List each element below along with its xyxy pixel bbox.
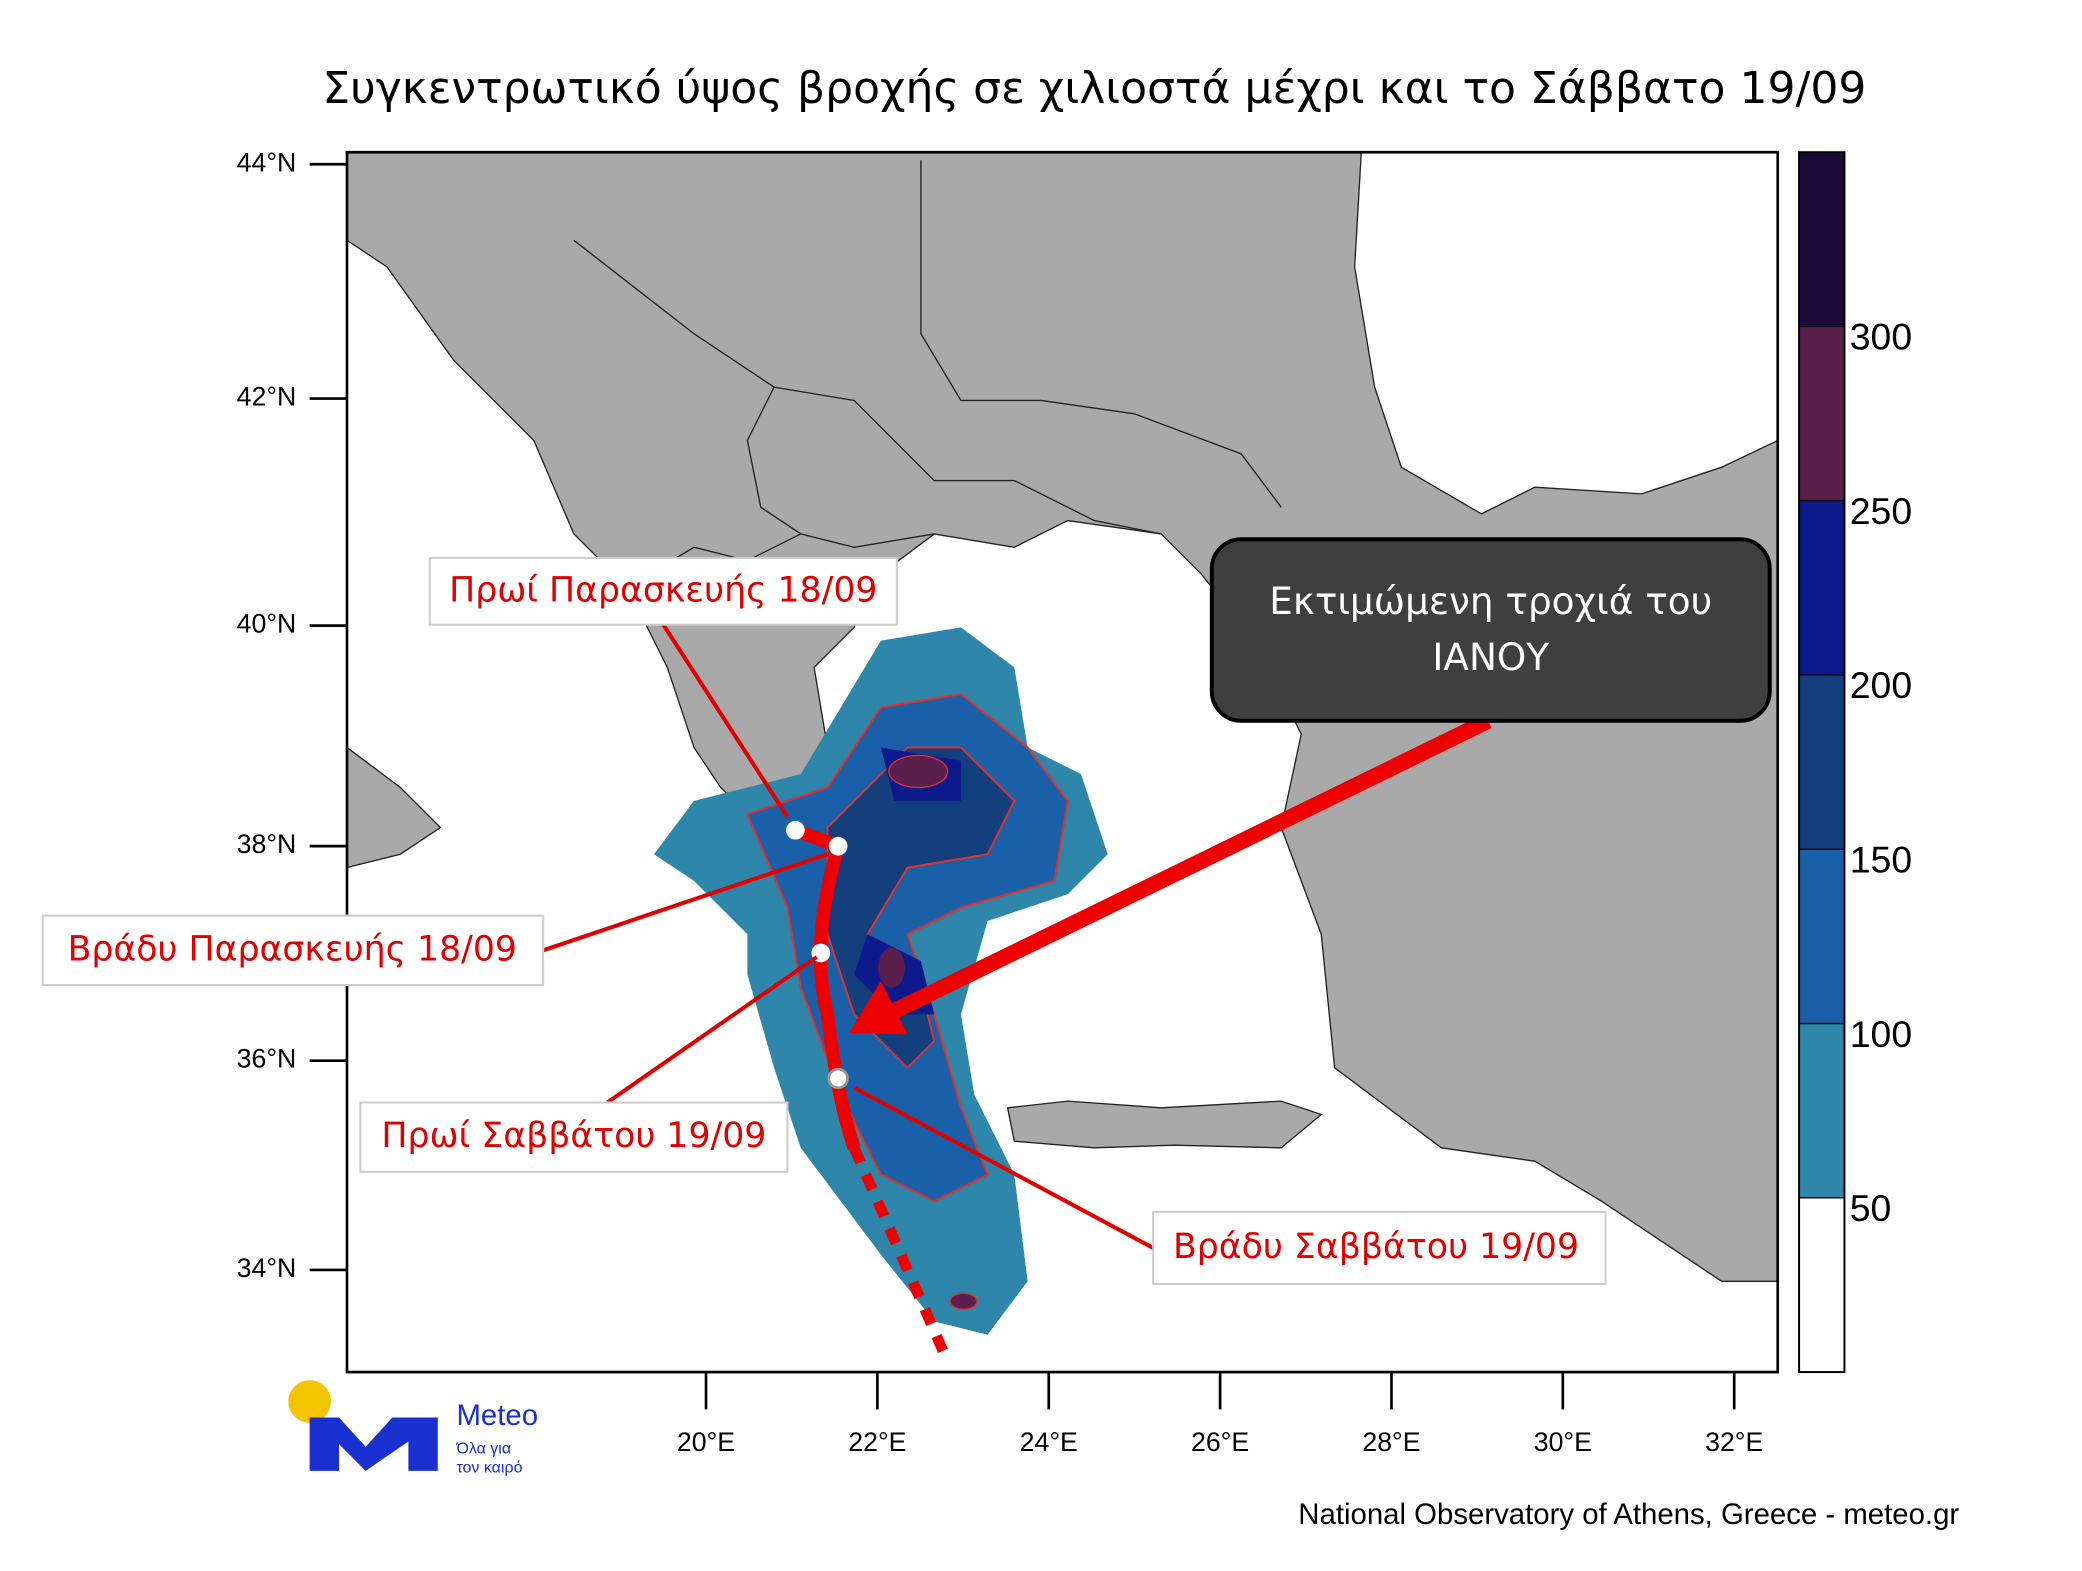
pointer xyxy=(853,1086,1155,1250)
annotation: Πρωί Παρασκευής 18/09 xyxy=(449,570,877,610)
colorbar-label: 300 xyxy=(1850,316,1912,358)
rain-area xyxy=(878,947,905,988)
pointer xyxy=(606,955,818,1105)
colorbar-label: 100 xyxy=(1850,1013,1912,1055)
logo: Meteo Όλα για τον καιρό xyxy=(288,1380,538,1476)
title: Συγκεντρωτικό ύψος βροχής σε χιλιοστά μέ… xyxy=(322,63,1866,114)
lon-tick-label: 30°E xyxy=(1534,1427,1592,1457)
annotation-box xyxy=(41,914,545,987)
lat-tick-label: 42°N xyxy=(237,382,297,412)
colorbar-segment xyxy=(1799,326,1845,501)
annotation: Βράδυ Σαββάτου 19/09 xyxy=(1173,1227,1579,1267)
pointer xyxy=(661,623,790,818)
colorbar-frame xyxy=(1798,151,1846,1374)
annotation: Βράδυ Παρασκευής 18/09 xyxy=(68,929,517,969)
annotations: Πρωί Παρασκευής 18/09 Βράδυ Παρασκευής 1… xyxy=(41,537,1772,1285)
colorbar-segment xyxy=(1799,1023,1845,1198)
colorbar-segment xyxy=(1799,152,1845,327)
lon-tick-label: 24°E xyxy=(1020,1427,1078,1457)
lon-tick-label: 32°E xyxy=(1705,1427,1763,1457)
colorbar-segment xyxy=(1799,1197,1845,1373)
track-arrowhead xyxy=(848,981,908,1035)
colorbar-label: 50 xyxy=(1850,1187,1892,1229)
track-point xyxy=(827,1067,849,1090)
lon-tick-label: 26°E xyxy=(1191,1427,1249,1457)
logo-name: Meteo xyxy=(456,1399,538,1432)
logo-slogan: τον καιρό xyxy=(456,1459,522,1476)
colorbar-label: 150 xyxy=(1850,838,1912,880)
track-forecast xyxy=(849,1145,953,1364)
annotation-box xyxy=(1152,1210,1607,1285)
colorbar-segment xyxy=(1799,675,1845,850)
rain-area xyxy=(888,754,949,789)
logo-sun xyxy=(288,1380,331,1423)
colorbar-segment xyxy=(1799,500,1845,676)
track-box-text: ΙΑΝΟΥ xyxy=(1432,635,1549,679)
border xyxy=(920,160,1282,508)
logo-mark xyxy=(309,1417,438,1471)
map-frame xyxy=(345,150,1780,1374)
map xyxy=(345,150,1780,1374)
track-box xyxy=(1209,537,1772,723)
lat-tick-label: 36°N xyxy=(237,1044,297,1074)
annotation: Πρωί Σαββάτου 19/09 xyxy=(381,1116,766,1156)
lat-tick-label: 40°N xyxy=(237,609,297,639)
lon-tick-label: 20°E xyxy=(677,1427,735,1457)
land xyxy=(346,151,1779,1282)
track-line xyxy=(793,823,861,1150)
lat-tick-label: 34°N xyxy=(237,1253,297,1283)
rain-area xyxy=(949,1292,978,1311)
lat-tick-label: 38°N xyxy=(237,829,297,859)
land xyxy=(1006,1100,1323,1149)
track-arrow xyxy=(884,713,1492,1022)
lon-tick-label: 28°E xyxy=(1362,1427,1420,1457)
border xyxy=(746,386,935,548)
credit: National Observatory of Athens, Greece -… xyxy=(1298,1498,1959,1531)
logo-slogan: Όλα για xyxy=(455,1441,511,1458)
annotation-box xyxy=(359,1101,789,1173)
track-point xyxy=(828,836,848,856)
lat-tick-label: 44°N xyxy=(237,147,297,177)
track-box-text: Εκτιμώμενη τροχιά του xyxy=(1269,579,1712,623)
pointer xyxy=(542,852,829,953)
track-point xyxy=(786,820,805,840)
colorbar-label: 250 xyxy=(1850,490,1912,532)
colorbar-label: 200 xyxy=(1850,664,1912,706)
annotation-box xyxy=(428,556,898,626)
lon-tick-label: 22°E xyxy=(848,1427,906,1457)
border xyxy=(573,239,1162,535)
colorbar-segment xyxy=(1799,849,1845,1024)
